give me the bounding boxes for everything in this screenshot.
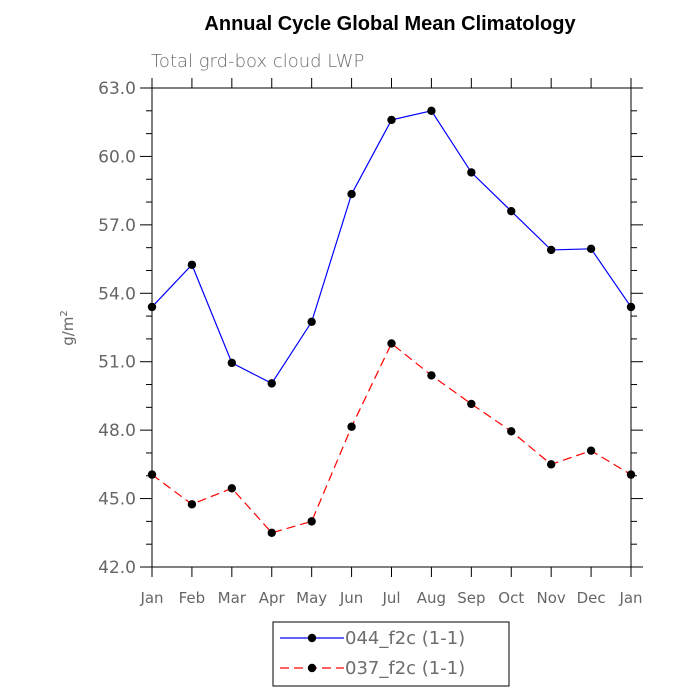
series-1-point <box>347 189 356 199</box>
series-2-point <box>586 446 596 455</box>
y-tick-label: 57.0 <box>98 216 136 236</box>
y-tick-label: 51.0 <box>98 353 136 373</box>
x-tick-label: Jun <box>339 589 363 607</box>
series-2-point <box>267 528 276 537</box>
x-tick-label: Aug <box>417 589 446 607</box>
series-1-point <box>507 206 516 216</box>
series-1-point <box>427 106 436 116</box>
y-tick-label: 45.0 <box>98 490 136 510</box>
series-2-point <box>227 484 237 493</box>
series-2-point <box>467 399 476 409</box>
x-tick-label: Mar <box>218 589 247 607</box>
series-2-point <box>347 422 356 431</box>
legend-label-2: 037_f2c (1-1) <box>345 658 465 679</box>
y-tick-label: 42.0 <box>98 558 136 578</box>
chart-title: Annual Cycle Global Mean Climatology <box>204 13 576 35</box>
y-axis-label: g/m2 <box>59 310 77 346</box>
series-2-point <box>626 470 636 479</box>
x-tick-label: Nov <box>537 589 566 607</box>
chart-subtitle: Total grd-box cloud LWP <box>151 51 364 72</box>
series-1-point <box>227 358 237 368</box>
x-tick-label: May <box>296 589 327 607</box>
y-axis-label-exponent: 2 <box>59 310 70 316</box>
x-tick-label: Jul <box>381 589 400 607</box>
y-axis-label-base: g/m <box>59 317 77 346</box>
x-tick-label: Apr <box>259 589 286 607</box>
y-tick-label: 48.0 <box>98 421 136 441</box>
y-tick-label: 60.0 <box>98 147 136 167</box>
series-2-point <box>387 339 396 348</box>
series-1-point <box>626 302 636 312</box>
series-2-point <box>427 371 436 380</box>
legend-marker-2 <box>307 663 317 673</box>
series-2-point <box>187 500 197 509</box>
x-tick-label: Jan <box>618 589 642 607</box>
series-1-point <box>586 244 596 254</box>
x-tick-label: Oct <box>498 589 524 607</box>
x-tick-label: Dec <box>577 589 606 607</box>
series-1-point <box>267 379 276 388</box>
series-1-point <box>307 317 316 326</box>
series-2-point <box>307 517 316 526</box>
plot-frame <box>151 87 632 568</box>
series-1-point <box>467 168 476 177</box>
series-1-point <box>147 302 157 312</box>
series-2-point <box>546 460 556 469</box>
plot-area: 42.0 45.0 48.0 51.0 54.0 57.0 60.0 63.0 Jan Feb Ma… <box>98 78 643 607</box>
legend-marker-1 <box>307 633 317 643</box>
legend: 044_f2c (1-1) 037_f2c (1-1) <box>272 621 510 687</box>
y-tick-label: 63.0 <box>98 79 136 99</box>
y-tick-label: 54.0 <box>98 284 136 304</box>
series-2-point <box>147 470 157 479</box>
x-tick-label: Sep <box>457 589 485 607</box>
series-1-point <box>187 260 197 269</box>
legend-box <box>272 621 510 687</box>
series-1-point <box>387 115 396 125</box>
x-tick-label: Feb <box>179 589 206 607</box>
legend-label-1: 044_f2c (1-1) <box>345 628 465 649</box>
series-line-2 <box>151 342 632 534</box>
x-tick-label: Jan <box>139 589 163 607</box>
series-2-point <box>507 427 516 436</box>
series-1-point <box>546 245 556 255</box>
